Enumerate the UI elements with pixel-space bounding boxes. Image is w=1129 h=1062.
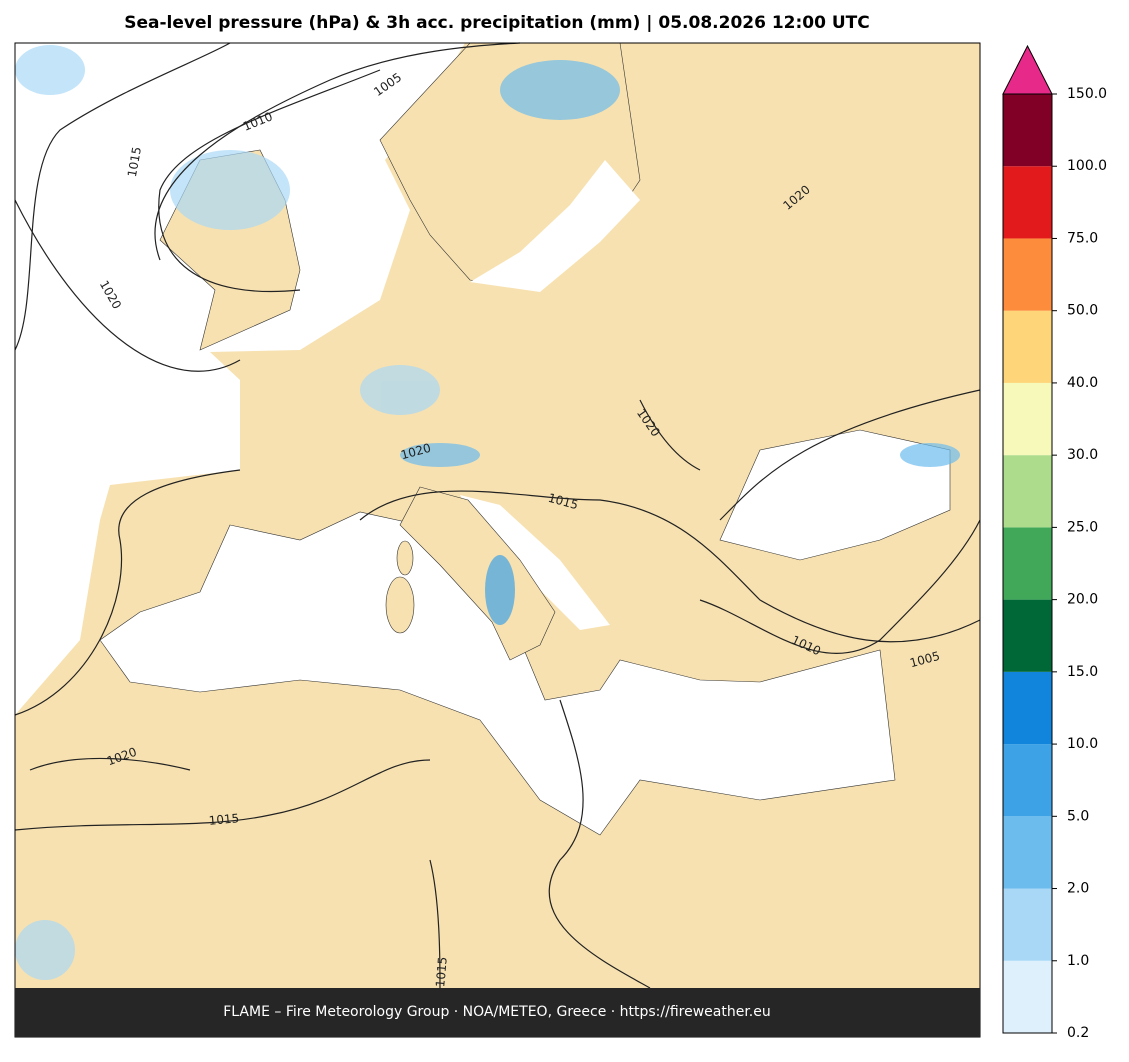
colorbar-tick-label: 75.0 <box>1067 230 1098 246</box>
adriatic <box>460 495 610 630</box>
black-sea <box>719 429 951 561</box>
colorbar-tick-label: 25.0 <box>1067 519 1098 535</box>
colorbar-bin <box>1003 888 1052 961</box>
colorbar-tick-label: 50.0 <box>1067 303 1098 319</box>
isobar-label: 1015 <box>125 146 144 179</box>
colorbar-bin <box>1003 166 1052 239</box>
colorbar-bin <box>1003 238 1052 311</box>
sardinia <box>385 576 415 634</box>
colorbar-extend <box>1002 44 1053 95</box>
isobars <box>14 42 981 989</box>
colorbar-bin <box>1003 960 1052 1033</box>
colorbar-bin <box>1003 671 1052 745</box>
title: Sea-level pressure (hPa) & 3h acc. preci… <box>124 13 870 33</box>
colorbar-tick-label: 30.0 <box>1067 447 1098 463</box>
colorbar-bin <box>1003 599 1052 672</box>
precipitation <box>15 45 960 980</box>
colorbar-bin <box>1003 816 1052 889</box>
italy <box>399 486 556 661</box>
colorbar-tick-label: 0.2 <box>1067 1025 1089 1041</box>
colorbar-tick-label: 15.0 <box>1067 664 1098 680</box>
footer: FLAME – Fire Meteorology Group · NOA/MET… <box>223 1004 771 1020</box>
colorbar-tick-label: 5.0 <box>1067 808 1089 824</box>
map: 1010100510151020102010201020101510101005… <box>14 42 981 1038</box>
footer-bar <box>15 988 980 1037</box>
colorbar-bin <box>1003 382 1052 456</box>
isobar-label: 1015 <box>208 811 240 828</box>
colorbar-tick-label: 20.0 <box>1067 592 1098 608</box>
colorbar-tick-label: 100.0 <box>1067 158 1107 174</box>
colorbar-tick-label: 40.0 <box>1067 375 1098 391</box>
colorbar-tick-label: 10.0 <box>1067 736 1098 752</box>
colorbar-bin <box>1003 310 1052 383</box>
colorbar-tick-label: 2.0 <box>1067 881 1089 897</box>
corsica <box>396 540 414 576</box>
colorbar-bin <box>1003 94 1052 167</box>
colorbar-tick-label: 150.0 <box>1067 86 1107 102</box>
baltic <box>470 160 640 292</box>
colorbar-bin <box>1003 455 1052 528</box>
colorbar-bin <box>1003 744 1052 817</box>
colorbar: 0.2 1.0 2.0 5.0 10.0 15.0 20.0 25.0 30.0 40.0 50.0… <box>1002 44 1107 1041</box>
isobar-label: 1015 <box>433 956 450 988</box>
colorbar-bin <box>1003 527 1052 600</box>
colorbar-frame <box>1002 93 1053 1034</box>
colorbar-tick-label: 1.0 <box>1067 953 1089 969</box>
atlantic <box>15 43 465 715</box>
